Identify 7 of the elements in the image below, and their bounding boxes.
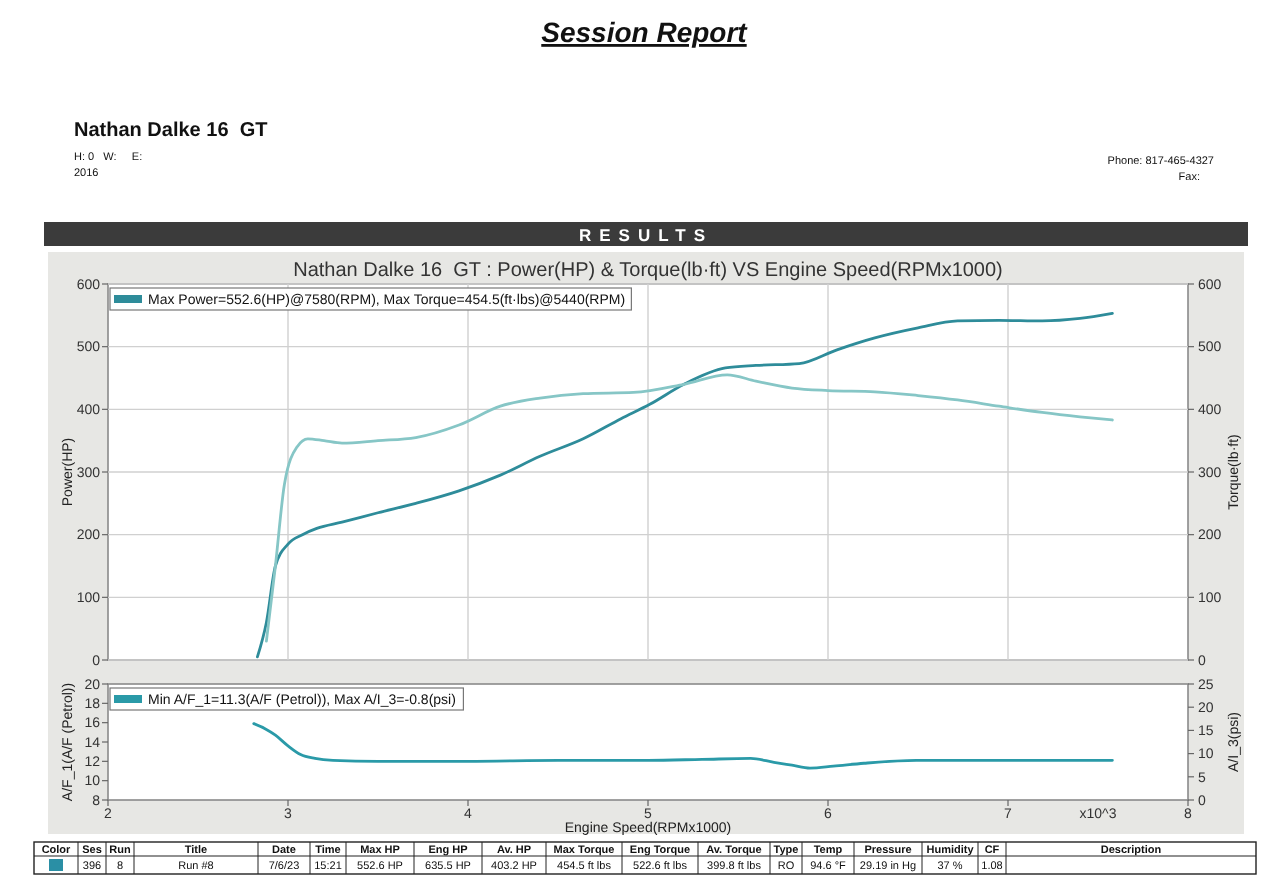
text: Nathan Dalke 16 GT	[74, 120, 268, 142]
line-series	[255, 312, 1114, 659]
chart-title: Nathan Dalke 16 GT : Power(HP) & Torque(lb·ft) VS Engine Speed(RPMx1000)	[293, 260, 1003, 282]
line-series	[265, 373, 1114, 643]
text: Session Report	[541, 16, 750, 48]
text: RESULTS	[578, 225, 714, 245]
line-series	[252, 722, 1114, 770]
